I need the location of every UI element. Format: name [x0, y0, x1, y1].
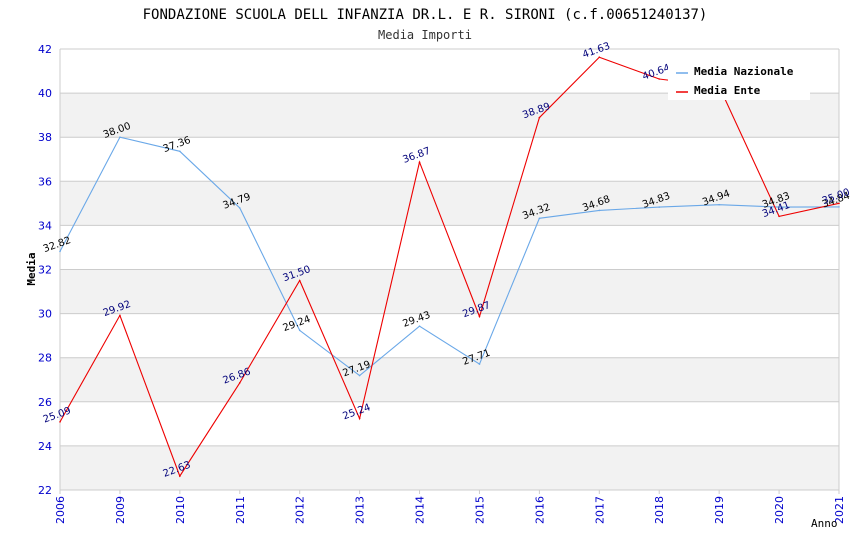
y-tick-label: 32: [38, 264, 52, 277]
chart-subtitle: Media Importi: [378, 28, 472, 42]
data-point: [658, 206, 661, 208]
data-point: [838, 202, 840, 205]
plot-band: [60, 137, 839, 182]
data-point: [59, 421, 61, 423]
data-point: [179, 150, 181, 153]
data-point: [478, 363, 481, 365]
y-tick-labels: 22 24 26 28 30 32 34 36 38 40 42: [38, 43, 52, 497]
legend-box: [668, 60, 810, 100]
x-tick-label: 2019: [713, 496, 726, 524]
data-point: [238, 207, 241, 209]
data-point: [718, 203, 720, 206]
axes: [59, 49, 840, 494]
data-point: [838, 206, 840, 208]
y-tick-label: 26: [38, 396, 52, 409]
x-tick-label: 2017: [593, 496, 606, 524]
x-tick-label: 2015: [473, 496, 486, 524]
data-point: [778, 215, 780, 218]
y-axis-label: Media: [25, 252, 38, 285]
y-tick-label: 38: [38, 131, 52, 144]
x-tick-label: 2020: [773, 496, 786, 524]
x-tick-label: 2013: [354, 496, 367, 524]
data-point: [119, 136, 121, 138]
x-tick-label: 2011: [234, 496, 247, 524]
data-point: [119, 314, 121, 317]
x-tick-labels: 2006 2009 2010 2011 2012 2013 2014 2015 2016 2017…: [54, 496, 846, 524]
y-tick-label: 24: [38, 440, 52, 453]
data-point: [238, 382, 241, 384]
x-tick-label: 2016: [533, 496, 546, 524]
plot-band: [60, 225, 839, 270]
y-tick-label: 42: [38, 43, 52, 56]
x-tick-label: 2009: [114, 496, 127, 524]
plot-band: [60, 357, 839, 402]
data-point: [538, 116, 541, 119]
x-tick-label: 2014: [414, 496, 427, 524]
plot-band: [60, 93, 839, 138]
plot-bands: [60, 49, 839, 490]
y-tick-label: 40: [38, 87, 52, 100]
data-point: [59, 250, 61, 253]
data-point: [598, 56, 601, 58]
data-point: [358, 417, 361, 420]
y-tick-label: 22: [38, 484, 52, 497]
y-tick-label: 34: [38, 219, 52, 232]
data-point: [418, 161, 421, 163]
legend-label-ente: Media Ente: [694, 84, 761, 97]
data-point: [418, 325, 421, 327]
data-point: [658, 78, 661, 80]
plot-band: [60, 445, 839, 490]
data-point: [778, 206, 780, 208]
plot-band: [60, 269, 839, 314]
x-axis-label: Anno: [811, 517, 838, 530]
x-tick-label: 2021: [833, 496, 846, 524]
plot-band: [60, 401, 839, 446]
legend: Media Nazionale Media Ente: [668, 60, 810, 100]
data-point: [478, 315, 481, 318]
data-point: [298, 329, 301, 332]
x-tick-label: 2018: [653, 496, 666, 524]
y-tick-label: 28: [38, 352, 52, 365]
legend-label-nazionale: Media Nazionale: [694, 65, 794, 78]
y-tick-label: 36: [38, 175, 52, 188]
data-point: [179, 475, 181, 477]
data-point: [298, 279, 301, 282]
chart-title: FONDAZIONE SCUOLA DELL INFANZIA DR.L. E …: [143, 7, 708, 23]
plot-band: [60, 313, 839, 358]
x-tick-label: 2012: [294, 496, 307, 524]
plot-band: [60, 181, 839, 226]
x-tick-label: 2006: [54, 496, 67, 524]
data-point: [358, 374, 361, 377]
data-point: [598, 209, 601, 212]
series-line-nazionale: [59, 136, 840, 377]
x-tick-label: 2010: [174, 496, 187, 524]
data-point: [538, 217, 541, 220]
y-tick-label: 30: [38, 308, 52, 321]
